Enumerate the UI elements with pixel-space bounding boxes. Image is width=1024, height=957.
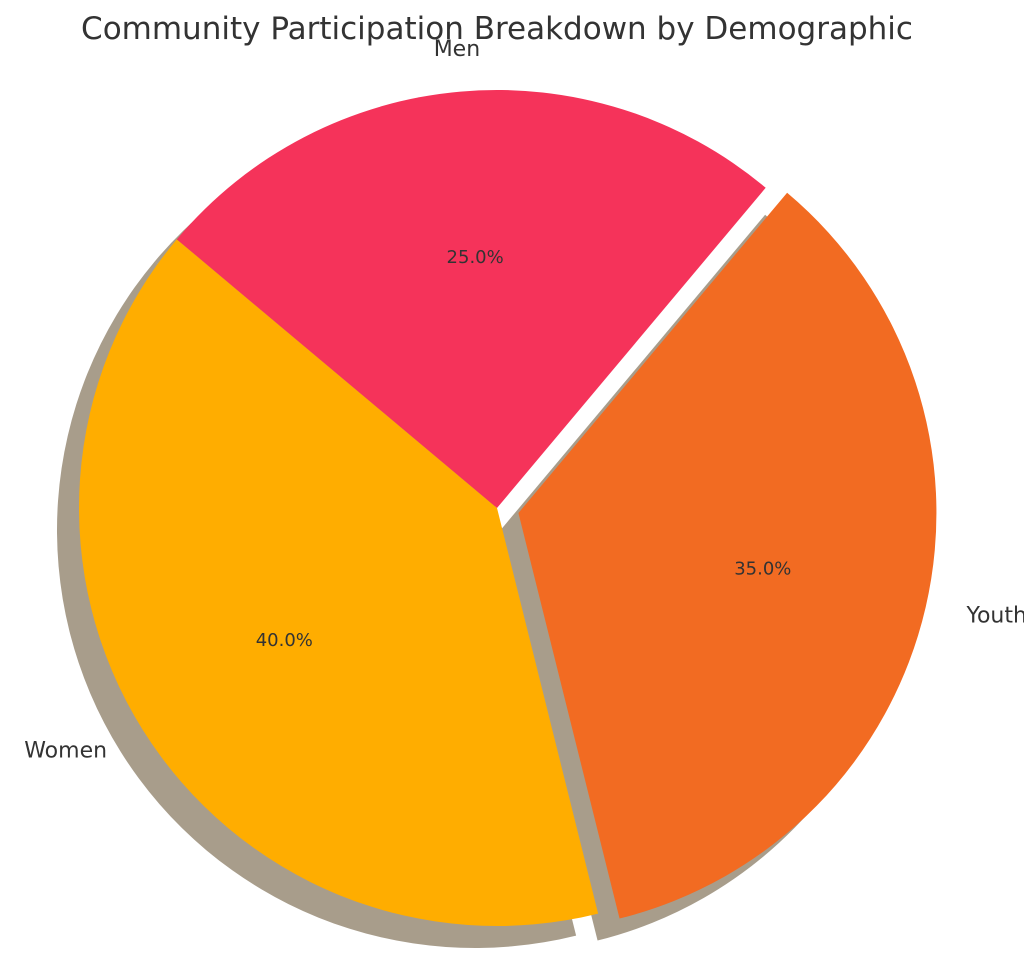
label-layer: Women 40.0% Youth 35.0% Men 25.0% <box>24 37 1024 764</box>
pie-slice-men <box>176 90 766 508</box>
pie-slice-youth <box>518 192 937 919</box>
slice-label-men: Men <box>434 37 480 62</box>
percent-label-youth: 35.0% <box>734 558 791 579</box>
slice-layer <box>78 90 937 927</box>
percent-label-women: 40.0% <box>256 630 313 651</box>
slice-label-youth: Youth <box>965 603 1024 628</box>
pie-slice-women <box>78 239 599 927</box>
percent-label-men: 25.0% <box>447 247 504 268</box>
slice-label-women: Women <box>24 739 107 764</box>
chart-title: Community Participation Breakdown by Dem… <box>81 11 913 47</box>
